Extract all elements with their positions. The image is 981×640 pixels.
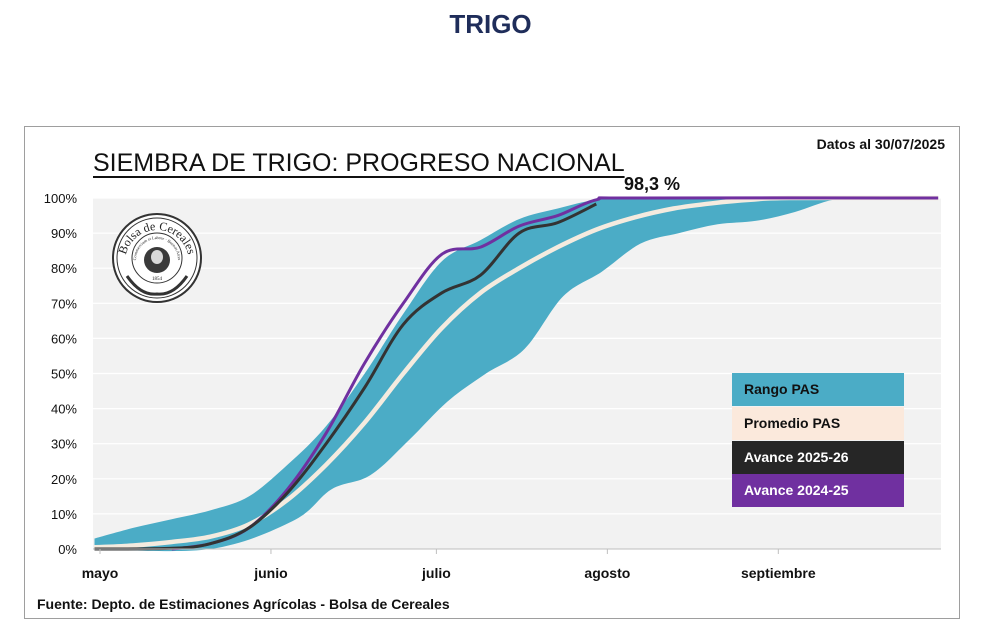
- logo-laurel-icon: [125, 275, 189, 296]
- x-tick-label: junio: [253, 565, 287, 581]
- legend-label-range: Rango PAS: [744, 381, 820, 397]
- x-tick-label: mayo: [82, 565, 119, 581]
- x-tick-label: septiembre: [741, 565, 816, 581]
- y-tick-label: 0%: [58, 542, 77, 557]
- y-tick-label: 90%: [51, 226, 77, 241]
- legend-item-range: Rango PAS: [732, 373, 904, 406]
- y-tick-label: 40%: [51, 402, 77, 417]
- logo-year: 1854: [152, 277, 163, 282]
- date-note: Datos al 30/07/2025: [816, 136, 945, 152]
- legend-item-previous: Avance 2024-25: [732, 474, 904, 507]
- y-tick-label: 10%: [51, 507, 77, 522]
- y-tick-label: 70%: [51, 296, 77, 311]
- legend-label-average: Promedio PAS: [744, 415, 841, 431]
- y-tick-label: 30%: [51, 437, 77, 452]
- series-line-current: [94, 202, 597, 551]
- legend-item-current: Avance 2025-26: [732, 441, 904, 474]
- y-tick-label: 60%: [51, 331, 77, 346]
- x-tick-label: julio: [421, 565, 451, 581]
- chart-title: SIEMBRA DE TRIGO: PROGRESO NACIONAL: [93, 149, 625, 177]
- x-tick-labels: mayo junio julio agosto septiembre: [82, 549, 816, 581]
- y-tick-label: 20%: [51, 472, 77, 487]
- source-note: Fuente: Depto. de Estimaciones Agrícolas…: [37, 596, 450, 612]
- series-lines-layer: [94, 195, 939, 551]
- y-tick-label: 100%: [44, 191, 78, 206]
- series-line-average: [94, 195, 939, 550]
- y-tick-labels: 0% 10% 20% 30% 40% 50% 60% 70% 80% 90% 100%: [44, 191, 78, 557]
- legend-item-average: Promedio PAS: [732, 407, 904, 440]
- y-tick-label: 50%: [51, 367, 77, 382]
- x-tick-label: agosto: [584, 565, 630, 581]
- current-progress-annotation: 98,3 %: [624, 174, 681, 194]
- logo-seal: Bolsa de Cereales Commercium et Labore ·…: [112, 213, 202, 303]
- legend-label-current: Avance 2025-26: [744, 449, 849, 465]
- legend-label-previous: Avance 2024-25: [744, 482, 849, 498]
- page-title: TRIGO: [449, 9, 532, 39]
- y-tick-label: 80%: [51, 261, 77, 276]
